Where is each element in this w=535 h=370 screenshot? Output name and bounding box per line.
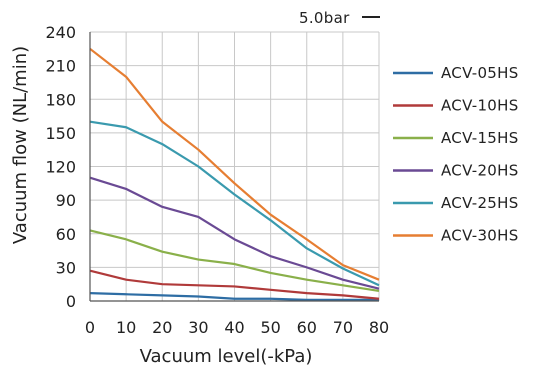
x-tick-label: 50	[260, 318, 280, 337]
legend-label-acv-10hs: ACV-10HS	[441, 97, 519, 115]
y-tick-label: 30	[56, 258, 76, 277]
plot-grid	[90, 31, 380, 301]
y-axis-label: Vacuum flow (NL/min)	[10, 46, 31, 244]
x-tick-label: 30	[188, 318, 208, 337]
series-line-acv-15hs	[89, 229, 380, 292]
y-tick-label: 120	[45, 158, 76, 177]
series-line-acv-10hs	[89, 269, 380, 300]
y-tick-labels: 0 30 60 90 120 150 180 210 240	[45, 23, 76, 311]
legend-label-acv-25hs: ACV-25HS	[441, 194, 519, 212]
y-tick-label: 150	[45, 124, 76, 143]
x-tick-label: 20	[152, 318, 172, 337]
x-tick-label: 10	[116, 318, 136, 337]
series-line-acv-25hs	[89, 120, 380, 287]
y-tick-label: 60	[56, 225, 76, 244]
plot-axes	[89, 32, 379, 302]
x-tick-labels: 0 10 20 30 40 50 60 70 80	[85, 318, 389, 337]
legend-label-acv-20hs: ACV-20HS	[441, 162, 519, 180]
y-tick-label: 240	[45, 23, 76, 42]
x-tick-label: 80	[369, 318, 389, 337]
x-tick-label: 70	[333, 318, 353, 337]
series-line-acv-05hs	[89, 292, 379, 301]
y-tick-label: 180	[45, 90, 76, 109]
y-tick-label: 90	[56, 191, 76, 210]
legend: ACV-05HS ACV-10HS ACV-15HS ACV-20HS ACV-25HS…	[393, 64, 519, 245]
pressure-label: 5.0bar	[299, 9, 350, 27]
series-line-acv-20hs	[89, 176, 380, 290]
x-axis-label: Vacuum level(-kPa)	[140, 346, 313, 367]
x-tick-label: 0	[85, 318, 95, 337]
y-tick-label: 0	[66, 292, 76, 311]
legend-label-acv-05hs: ACV-05HS	[441, 64, 519, 82]
legend-label-acv-15hs: ACV-15HS	[441, 129, 519, 147]
x-tick-label: 40	[224, 318, 244, 337]
series-line-acv-30hs	[89, 47, 380, 281]
y-tick-label: 210	[45, 57, 76, 76]
series-lines	[89, 47, 380, 301]
legend-label-acv-30hs: ACV-30HS	[441, 227, 519, 245]
x-tick-label: 60	[297, 318, 317, 337]
